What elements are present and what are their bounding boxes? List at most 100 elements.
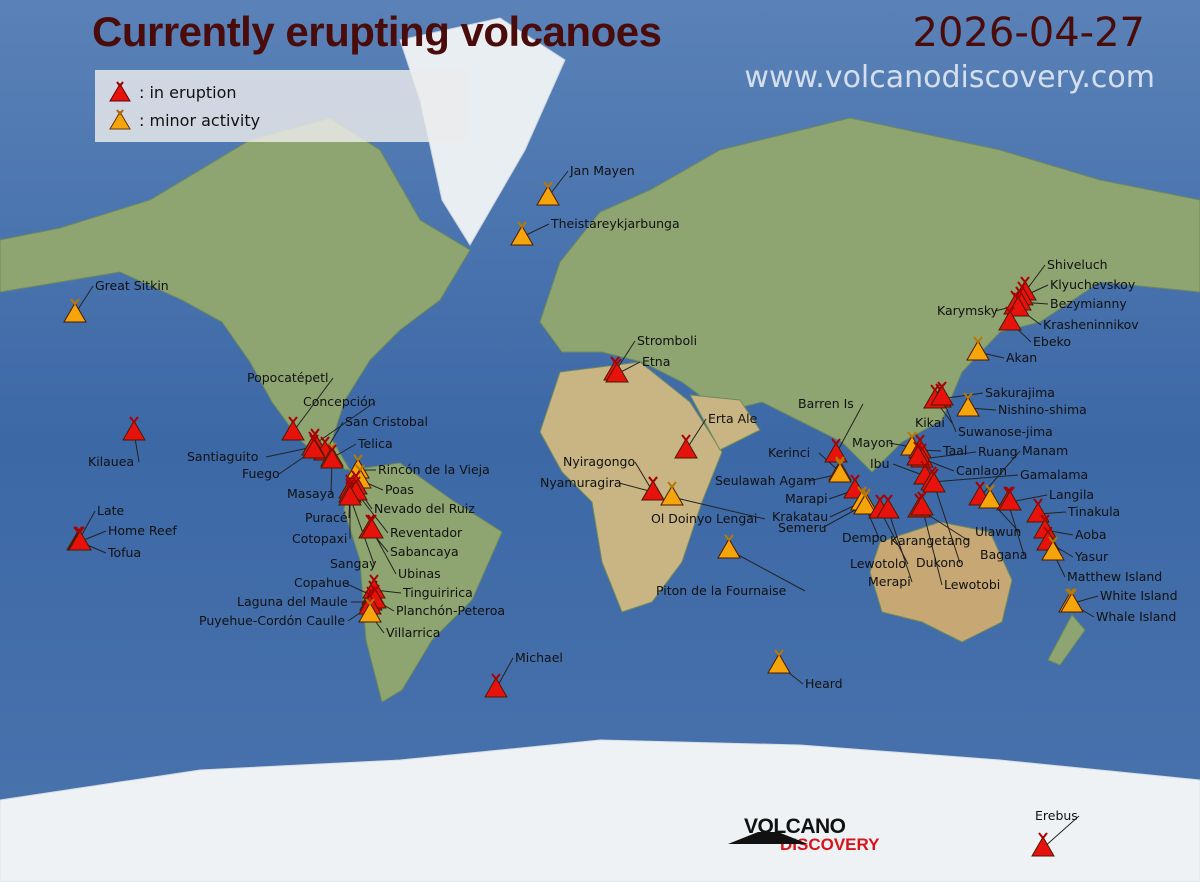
volcano-label-theistareykjarbunga[interactable]: Theistareykjarbunga xyxy=(550,216,680,231)
volcano-label-nevado-del-ruiz[interactable]: Nevado del Ruiz xyxy=(374,501,475,516)
volcano-label-popocat-petl[interactable]: Popocatépetl xyxy=(247,370,328,385)
site-url[interactable]: www.volcanodiscovery.com xyxy=(744,60,1155,95)
volcano-label-masaya[interactable]: Masaya xyxy=(287,486,335,501)
volcano-label-late[interactable]: Late xyxy=(97,503,125,518)
volcano-label-nyiragongo[interactable]: Nyiragongo xyxy=(563,454,635,469)
volcano-marker-ol-doinyo-lengai[interactable] xyxy=(660,481,684,506)
volcano-marker-masaya[interactable] xyxy=(320,444,344,469)
volcano-label-dukono[interactable]: Dukono xyxy=(916,555,964,570)
volcano-label-karangetang[interactable]: Karangetang xyxy=(890,533,970,548)
volcano-label-seulawah-agam[interactable]: Seulawah Agam xyxy=(715,473,816,488)
volcano-label-fuego[interactable]: Fuego xyxy=(242,466,280,481)
volcano-marker-canlaon[interactable] xyxy=(906,441,930,466)
volcano-marker-jan-mayen[interactable] xyxy=(536,181,560,206)
volcano-label-krakatau[interactable]: Krakatau xyxy=(772,509,828,524)
volcano-label-piton-de-la-fournaise[interactable]: Piton de la Fournaise xyxy=(656,583,787,598)
volcano-label-dempo[interactable]: Dempo xyxy=(842,530,887,545)
volcano-marker-theistareykjarbunga[interactable] xyxy=(510,221,534,246)
volcano-marker-suwanose-jima[interactable] xyxy=(930,381,954,406)
volcano-label-ol-doinyo-lengai[interactable]: Ol Doinyo Lengai xyxy=(651,511,757,526)
volcano-label-santiaguito[interactable]: Santiaguito xyxy=(187,449,258,464)
volcano-marker-ubinas[interactable] xyxy=(360,514,384,539)
volcano-label-langila[interactable]: Langila xyxy=(1049,487,1094,502)
volcano-label-marapi[interactable]: Marapi xyxy=(785,491,828,506)
volcano-label-ibu[interactable]: Ibu xyxy=(870,456,890,471)
volcano-label-planch-n-peteroa[interactable]: Planchón-Peteroa xyxy=(396,603,505,618)
volcano-label-michael[interactable]: Michael xyxy=(515,650,563,665)
volcano-label-laguna-del-maule[interactable]: Laguna del Maule xyxy=(237,594,348,609)
volcano-label-ruang[interactable]: Ruang xyxy=(978,444,1018,459)
volcano-marker-nishino-shima[interactable] xyxy=(956,392,980,417)
volcano-label-tofua[interactable]: Tofua xyxy=(107,545,141,560)
volcano-label-puyehue-cord-n-caulle[interactable]: Puyehue-Cordón Caulle xyxy=(199,613,345,628)
volcano-marker-krasheninnikov[interactable] xyxy=(1006,292,1030,317)
volcano-label-krasheninnikov[interactable]: Krasheninnikov xyxy=(1043,317,1139,332)
volcano-label-shiveluch[interactable]: Shiveluch xyxy=(1047,257,1108,272)
volcano-label-barren-is[interactable]: Barren Is xyxy=(798,396,854,411)
volcano-marker-langila[interactable] xyxy=(998,486,1022,511)
volcano-marker-kilauea[interactable] xyxy=(122,416,146,441)
volcano-label-etna[interactable]: Etna xyxy=(642,354,670,369)
volcano-label-karymsky[interactable]: Karymsky xyxy=(937,303,999,318)
volcano-label-heard[interactable]: Heard xyxy=(805,676,843,691)
volcano-marker-michael[interactable] xyxy=(484,673,508,698)
volcano-label-concepci-n[interactable]: Concepción xyxy=(303,394,376,409)
volcano-label-nishino-shima[interactable]: Nishino-shima xyxy=(998,402,1087,417)
volcano-label-klyuchevskoy[interactable]: Klyuchevskoy xyxy=(1050,277,1136,292)
volcano-label-jan-mayen[interactable]: Jan Mayen xyxy=(569,163,635,178)
volcano-label-white-island[interactable]: White Island xyxy=(1100,588,1178,603)
volcano-marker-dempo[interactable] xyxy=(853,490,877,515)
volcano-label-sangay[interactable]: Sangay xyxy=(330,556,377,571)
volcano-label-erebus[interactable]: Erebus xyxy=(1035,808,1078,823)
volcano-label-akan[interactable]: Akan xyxy=(1006,350,1037,365)
volcano-label-villarrica[interactable]: Villarrica xyxy=(386,625,440,640)
volcano-label-merapi[interactable]: Merapi xyxy=(868,574,911,589)
volcano-label-rinc-n-de-la-vieja[interactable]: Rincón de la Vieja xyxy=(378,462,490,477)
volcano-marker-fuego[interactable] xyxy=(302,434,326,459)
volcano-marker-barren-is[interactable] xyxy=(824,438,848,463)
volcano-label-ebeko[interactable]: Ebeko xyxy=(1033,334,1071,349)
volcano-marker-nyamuragira[interactable] xyxy=(641,476,665,501)
volcano-marker-whale-island[interactable] xyxy=(1060,588,1084,613)
volcano-marker-dukono[interactable] xyxy=(922,468,946,493)
volcano-label-home-reef[interactable]: Home Reef xyxy=(108,523,177,538)
volcano-label-reventador[interactable]: Reventador xyxy=(390,525,463,540)
volcano-label-sakurajima[interactable]: Sakurajima xyxy=(985,385,1055,400)
volcano-marker-erebus[interactable] xyxy=(1031,832,1055,857)
volcano-label-mayon[interactable]: Mayon xyxy=(852,435,893,450)
volcano-label-yasur[interactable]: Yasur xyxy=(1074,549,1109,564)
volcano-marker-great-sitkin[interactable] xyxy=(63,298,87,323)
volcano-label-telica[interactable]: Telica xyxy=(357,436,393,451)
volcano-label-canlaon[interactable]: Canlaon xyxy=(956,463,1007,478)
volcano-marker-matthew-island[interactable] xyxy=(1041,536,1065,561)
volcano-label-whale-island[interactable]: Whale Island xyxy=(1096,609,1176,624)
volcano-label-bagana[interactable]: Bagana xyxy=(980,547,1027,562)
volcano-marker-heard[interactable] xyxy=(767,649,791,674)
volcano-label-erta-ale[interactable]: Erta Ale xyxy=(708,411,758,426)
volcano-label-lewotobi[interactable]: Lewotobi xyxy=(944,577,1000,592)
volcano-label-san-cristobal[interactable]: San Cristobal xyxy=(345,414,428,429)
volcano-label-ubinas[interactable]: Ubinas xyxy=(398,566,441,581)
volcano-label-copahue[interactable]: Copahue xyxy=(294,575,350,590)
volcano-marker-akan[interactable] xyxy=(966,336,990,361)
volcano-label-aoba[interactable]: Aoba xyxy=(1075,527,1107,542)
volcano-label-tinguiririca[interactable]: Tinguiririca xyxy=(402,585,473,600)
volcano-label-poas[interactable]: Poas xyxy=(385,482,414,497)
volcano-marker-villarrica[interactable] xyxy=(358,598,382,623)
volcano-label-matthew-island[interactable]: Matthew Island xyxy=(1067,569,1162,584)
volcano-label-sabancaya[interactable]: Sabancaya xyxy=(390,544,459,559)
volcano-label-cotopaxi[interactable]: Cotopaxi xyxy=(292,531,347,546)
volcano-marker-lewotobi[interactable] xyxy=(910,491,934,516)
volcano-marker-erta-ale[interactable] xyxy=(674,434,698,459)
volcano-marker-popocat-petl[interactable] xyxy=(281,416,305,441)
volcano-label-manam[interactable]: Manam xyxy=(1022,443,1068,458)
volcano-label-ulawun[interactable]: Ulawun xyxy=(975,524,1021,539)
volcano-marker-etna[interactable] xyxy=(605,358,629,383)
volcano-label-kilauea[interactable]: Kilauea xyxy=(88,454,134,469)
volcano-marker-piton-de-la-fournaise[interactable] xyxy=(717,534,741,559)
volcano-label-semeru[interactable]: Semeru xyxy=(778,520,827,535)
volcano-marker-merapi[interactable] xyxy=(876,494,900,519)
volcano-label-tinakula[interactable]: Tinakula xyxy=(1067,504,1120,519)
volcano-marker-tofua[interactable] xyxy=(68,526,92,551)
volcano-label-purac-[interactable]: Puracé xyxy=(305,510,348,525)
